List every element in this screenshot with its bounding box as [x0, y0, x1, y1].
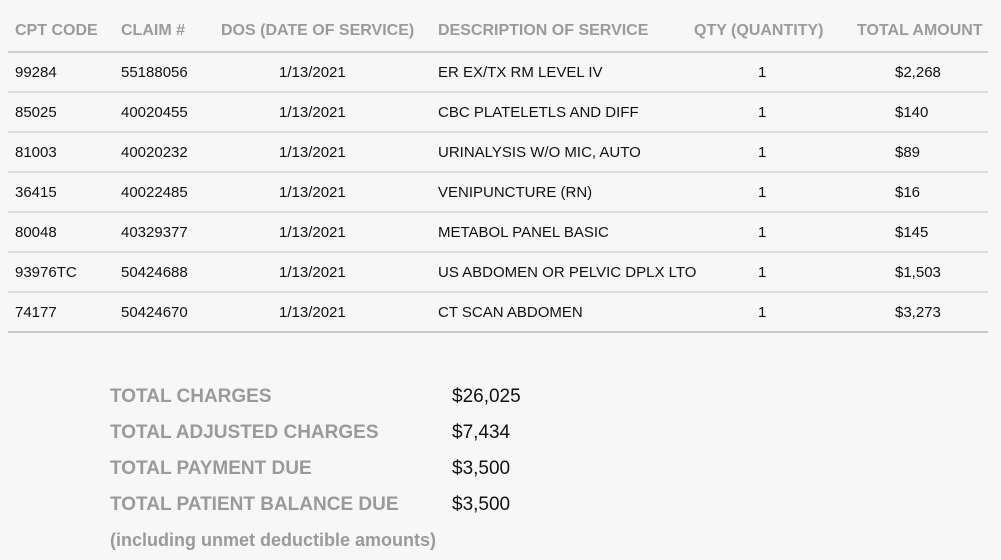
service-description: US ABDOMEN OR PELVIC DPLX LTO [438, 264, 697, 281]
header-cpt-code: CPT CODE [15, 22, 98, 39]
total-amount: $140 [895, 104, 929, 121]
header-total-amount: TOTAL AMOUNT [857, 22, 983, 39]
header-description: DESCRIPTION OF SERVICE [438, 22, 649, 39]
claim-number: 40022485 [121, 184, 188, 201]
table-row: 85025 40020455 1/13/2021 CBC PLATELETLS … [8, 93, 988, 133]
cpt-code: 93976TC [15, 264, 77, 281]
quantity: 1 [758, 64, 767, 81]
table-header: CPT CODE CLAIM # DOS (DATE OF SERVICE) D… [8, 10, 988, 53]
total-adjusted-charges-label: TOTAL ADJUSTED CHARGES [110, 422, 379, 443]
total-amount: $16 [895, 184, 921, 201]
table-row: 93976TC 50424688 1/13/2021 US ABDOMEN OR… [8, 253, 988, 293]
service-description: ER EX/TX RM LEVEL IV [438, 64, 603, 81]
claim-number: 50424670 [121, 304, 188, 321]
total-amount: $2,268 [895, 64, 941, 81]
total-patient-balance-due-label: TOTAL PATIENT BALANCE DUE [110, 494, 399, 515]
charges-table: CPT CODE CLAIM # DOS (DATE OF SERVICE) D… [8, 10, 988, 333]
cpt-code: 81003 [15, 144, 57, 161]
deductible-note: (including unmet deductible amounts) [110, 530, 436, 550]
date-of-service: 1/13/2021 [279, 224, 346, 241]
total-patient-balance-due-value: $3,500 [452, 494, 511, 515]
claim-number: 55188056 [121, 64, 188, 81]
quantity: 1 [758, 184, 767, 201]
header-quantity: QTY (QUANTITY) [694, 22, 824, 39]
table-row: 74177 50424670 1/13/2021 CT SCAN ABDOMEN… [8, 293, 988, 333]
totals-summary: TOTAL CHARGES $26,025 TOTAL ADJUSTED CHA… [110, 384, 710, 528]
cpt-code: 99284 [15, 64, 57, 81]
service-description: VENIPUNCTURE (RN) [438, 184, 593, 201]
cpt-code: 80048 [15, 224, 57, 241]
total-amount: $3,273 [895, 304, 941, 321]
quantity: 1 [758, 144, 767, 161]
quantity: 1 [758, 224, 767, 241]
total-charges-row: TOTAL CHARGES $26,025 [110, 384, 710, 420]
total-patient-balance-due-row: TOTAL PATIENT BALANCE DUE $3,500 [110, 492, 710, 528]
claim-number: 40020232 [121, 144, 188, 161]
date-of-service: 1/13/2021 [279, 264, 346, 281]
table-row: 80048 40329377 1/13/2021 METABOL PANEL B… [8, 213, 988, 253]
service-description: CT SCAN ABDOMEN [438, 304, 583, 321]
claim-number: 40329377 [121, 224, 188, 241]
total-amount: $89 [895, 144, 921, 161]
total-amount: $145 [895, 224, 929, 241]
service-description: METABOL PANEL BASIC [438, 224, 609, 241]
header-claim-number: CLAIM # [121, 22, 185, 39]
total-payment-due-label: TOTAL PAYMENT DUE [110, 458, 312, 479]
cpt-code: 74177 [15, 304, 57, 321]
total-payment-due-value: $3,500 [452, 458, 511, 479]
total-adjusted-charges-row: TOTAL ADJUSTED CHARGES $7,434 [110, 420, 710, 456]
cpt-code: 85025 [15, 104, 57, 121]
total-amount: $1,503 [895, 264, 941, 281]
service-description: CBC PLATELETLS AND DIFF [438, 104, 639, 121]
total-adjusted-charges-value: $7,434 [452, 422, 511, 443]
service-description: URINALYSIS W/O MIC, AUTO [438, 144, 641, 161]
table-row: 99284 55188056 1/13/2021 ER EX/TX RM LEV… [8, 53, 988, 93]
date-of-service: 1/13/2021 [279, 104, 346, 121]
date-of-service: 1/13/2021 [279, 184, 346, 201]
date-of-service: 1/13/2021 [279, 304, 346, 321]
date-of-service: 1/13/2021 [279, 144, 346, 161]
table-row: 81003 40020232 1/13/2021 URINALYSIS W/O … [8, 133, 988, 173]
cpt-code: 36415 [15, 184, 57, 201]
quantity: 1 [758, 304, 767, 321]
total-charges-value: $26,025 [452, 386, 521, 407]
total-charges-label: TOTAL CHARGES [110, 386, 272, 407]
date-of-service: 1/13/2021 [279, 64, 346, 81]
quantity: 1 [758, 264, 767, 281]
table-row: 36415 40022485 1/13/2021 VENIPUNCTURE (R… [8, 173, 988, 213]
header-date-of-service: DOS (DATE OF SERVICE) [221, 22, 415, 39]
claim-number: 50424688 [121, 264, 188, 281]
total-payment-due-row: TOTAL PAYMENT DUE $3,500 [110, 456, 710, 492]
quantity: 1 [758, 104, 767, 121]
claim-number: 40020455 [121, 104, 188, 121]
